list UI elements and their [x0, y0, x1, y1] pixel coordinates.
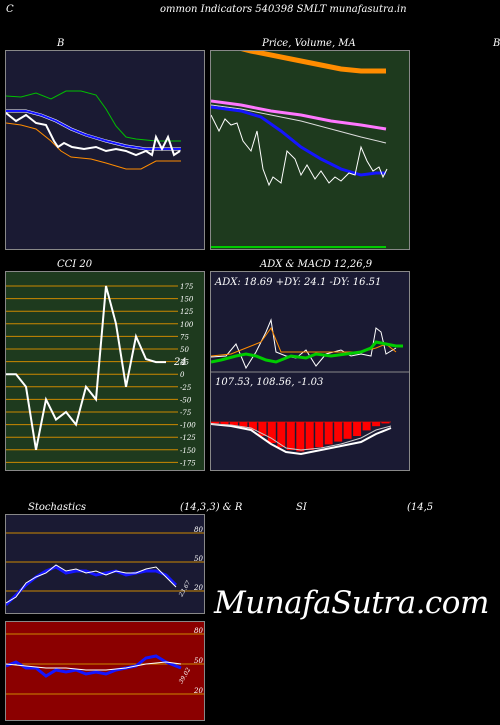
bollinger-panel	[5, 50, 205, 250]
bb-price-line	[5, 112, 181, 157]
macd-bar	[381, 422, 390, 424]
macd-bar	[220, 422, 229, 425]
rsi-tick-80: 80	[194, 627, 203, 635]
stoch-current: 23.67	[177, 579, 192, 598]
adx-title: ADX & MACD 12,26,9	[260, 259, 373, 270]
macd-bar	[305, 422, 314, 450]
cci-tick-label: 100	[180, 321, 194, 329]
price-title: Price, Volume, MA	[262, 38, 356, 49]
macd-bars	[211, 422, 390, 452]
bb-lower-line	[5, 122, 181, 170]
close-price-line	[210, 114, 388, 187]
adx-plus-dy-line	[210, 318, 397, 370]
bollinger-svg	[5, 90, 181, 170]
cci-tick-label: -75	[180, 409, 192, 417]
adx-svg: ADX: 18.69 +DY: 24.1 -DY: 16.51 107.53, …	[210, 277, 409, 456]
macd-bar	[353, 422, 362, 436]
adx-line	[210, 340, 403, 364]
cci-svg: 175 150 125 100 75 50 25 0 -25 -50 -75 -100 -125 -150…	[6, 283, 196, 467]
cci-tick-label: 175	[180, 283, 194, 291]
macd-bar	[258, 422, 267, 436]
stoch-title-left: Stochastics	[28, 502, 86, 513]
adx-values: ADX: 18.69 +DY: 24.1 -DY: 16.51	[214, 277, 381, 288]
macd-bar	[372, 422, 381, 427]
cci-tick-label: -100	[180, 422, 196, 430]
rsi-line	[5, 654, 182, 678]
macd-bar	[343, 422, 352, 439]
price-panel	[210, 38, 410, 250]
adx-panel: ADX: 18.69 +DY: 24.1 -DY: 16.51 107.53, …	[210, 271, 410, 471]
stoch-tick-80: 80	[194, 526, 203, 534]
rsi-panel: 80 50 20 39.02	[5, 621, 205, 721]
cci-line	[6, 285, 166, 450]
header-left: C	[6, 4, 14, 15]
adx-minus-dy-line	[210, 326, 397, 357]
macd-bar	[315, 422, 324, 448]
page-title: ommon Indicators 540398 SMLT munafasutra…	[160, 4, 407, 15]
stoch-k-line	[4, 565, 178, 607]
macd-bar	[267, 422, 276, 443]
macd-values: 107.53, 108.56, -1.03	[215, 377, 323, 388]
macd-signal-line	[210, 423, 392, 451]
cci-title: CCI 20	[57, 259, 93, 270]
macd-line	[210, 423, 392, 456]
stoch-panel: 80 50 20 23.67	[4, 514, 205, 614]
cci-tick-label: 25	[179, 359, 189, 367]
bb-upper-line	[5, 90, 181, 142]
rsi-title-right: (14,5	[407, 502, 434, 513]
bb-title: B	[57, 38, 65, 49]
macd-bar	[239, 422, 248, 428]
cci-tick-label: -150	[180, 447, 196, 455]
cci-tick-label: 150	[180, 296, 194, 304]
stoch-title-right: (14,3,3) & R	[180, 502, 243, 513]
stoch-tick-50: 50	[194, 555, 203, 563]
cci-tick-label: 125	[180, 308, 194, 316]
macd-bar	[296, 422, 305, 452]
rsi-svg: 80 50 20 39.02	[5, 627, 204, 695]
ma-white-line	[210, 104, 387, 144]
macd-bar	[286, 422, 295, 450]
cci-tick-label: -50	[180, 396, 192, 404]
rsi-current: 39.02	[178, 666, 193, 685]
macd-bar	[324, 422, 333, 445]
cci-panel: 175 150 125 100 75 50 25 0 -25 -50 -75 -100 -125 -150…	[5, 271, 205, 471]
macd-bar	[229, 422, 238, 427]
macd-bar	[277, 422, 286, 448]
macd-bar	[211, 422, 219, 424]
ma-pink-line	[210, 99, 387, 131]
rsi-title-left: SI	[296, 502, 307, 513]
macd-bar	[362, 422, 371, 431]
cci-tick-label: -25	[180, 384, 192, 392]
watermark: MunafaSutra.com	[214, 585, 489, 621]
cci-current-label: 24	[173, 357, 187, 368]
price-svg	[210, 38, 388, 248]
stoch-svg: 80 50 20 23.67	[4, 526, 204, 607]
rsi-tick-50: 50	[194, 657, 203, 665]
cci-tick-label: 75	[180, 333, 189, 341]
cci-tick-label: 50	[180, 346, 189, 354]
price-volume-line	[210, 38, 386, 74]
cci-tick-label: -175	[180, 459, 196, 467]
cci-tick-label: -125	[180, 434, 196, 442]
rsi-signal-line	[5, 661, 182, 671]
macd-bar	[334, 422, 343, 442]
ma-blue-line	[210, 105, 386, 177]
stoch-d-line	[5, 564, 177, 604]
bb-right-edge: B	[493, 38, 500, 49]
cci-tick-label: 0	[180, 371, 185, 379]
stoch-tick-20: 20	[193, 584, 203, 592]
macd-bar	[248, 422, 257, 431]
rsi-tick-20: 20	[193, 687, 203, 695]
